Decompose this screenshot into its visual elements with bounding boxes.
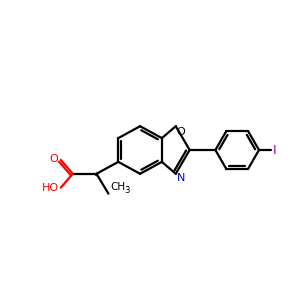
Text: O: O (49, 154, 58, 164)
Text: HO: HO (42, 183, 59, 193)
Text: O: O (177, 127, 185, 137)
Text: N: N (177, 173, 185, 183)
Text: CH: CH (110, 182, 125, 192)
Text: 3: 3 (124, 186, 130, 195)
Text: I: I (273, 143, 277, 157)
